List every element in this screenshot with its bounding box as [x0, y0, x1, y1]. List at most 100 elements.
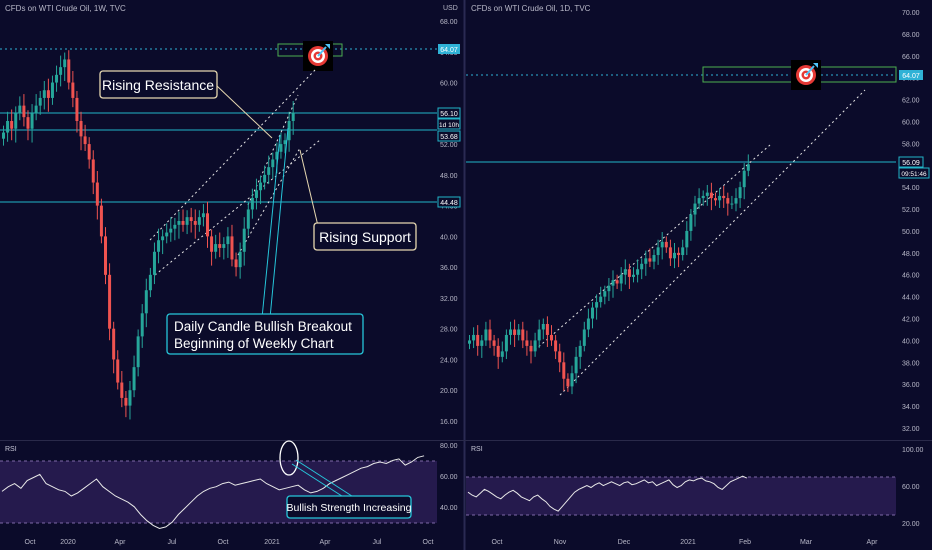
right-candle-body	[603, 291, 607, 297]
left-daily-channel-upper	[247, 94, 299, 206]
left-candle-body	[79, 121, 83, 137]
right-candle-body	[472, 334, 476, 341]
left-price-tick: 40.00	[440, 234, 458, 241]
left-price-tick: 32.00	[440, 296, 458, 303]
right-candle-body	[574, 356, 578, 374]
left-candle-body	[2, 132, 5, 139]
right-rsi-tick-60: 60.00	[902, 484, 920, 491]
left-candle-body	[271, 159, 275, 168]
right-price-tick: 42.00	[902, 317, 920, 324]
left-chart-panel[interactable]: CFDs on WTI Crude Oil, 1W, TVC USD	[0, 0, 463, 550]
right-price-tick: 34.00	[902, 404, 920, 411]
left-candle-body	[124, 397, 128, 406]
right-candle-body	[504, 334, 508, 352]
right-candle-body	[619, 274, 623, 284]
left-candle-body	[14, 113, 18, 129]
left-candle-body	[222, 244, 226, 248]
rsi-callout-line-a	[291, 463, 346, 499]
right-candle-body	[718, 195, 722, 201]
right-candle-body	[689, 214, 693, 231]
right-target-price-tag: 64.07	[902, 73, 920, 80]
left-candle-body	[250, 197, 254, 210]
left-candle-body	[42, 90, 46, 98]
right-candle-body	[677, 252, 681, 256]
left-candle-body	[242, 228, 246, 252]
left-candle-body	[38, 97, 42, 106]
right-channel-lower	[559, 89, 866, 396]
left-candle-body	[287, 121, 291, 141]
right-price-tick: 36.00	[902, 382, 920, 389]
left-candle-body	[157, 240, 161, 252]
left-rsi-tick-60: 60.00	[440, 474, 458, 481]
left-candle-body	[132, 367, 136, 391]
left-candle-body	[214, 244, 218, 252]
left-price-axis: 68.0064.0060.0056.0052.0048.0044.0040.00…	[440, 19, 458, 426]
right-candle-body	[611, 280, 615, 286]
left-price-tick: 20.00	[440, 388, 458, 395]
left-current-price-tag: 56.10	[440, 111, 458, 118]
left-price-tick: 16.00	[440, 419, 458, 426]
left-candle-body	[83, 136, 87, 145]
rsi-callout-text: Bullish Strength Increasing	[287, 502, 412, 514]
right-rsi-label: RSI	[471, 446, 483, 453]
right-candle-body	[697, 198, 701, 204]
left-time-tick: Oct	[25, 539, 36, 546]
right-price-tick: 46.00	[902, 273, 920, 280]
right-candle-body	[738, 187, 742, 199]
left-candle-body	[197, 217, 201, 225]
left-time-tick: Oct	[218, 539, 229, 546]
left-target-price-tag: 64.07	[440, 47, 458, 54]
right-time-tick: 2021	[680, 539, 696, 546]
right-price-tick: 66.00	[902, 54, 920, 61]
left-level3-price-tag: 44.48	[440, 200, 458, 207]
right-candle-body	[533, 340, 537, 352]
left-candle-body	[87, 144, 91, 160]
left-candle-body	[26, 117, 30, 129]
left-candle-body	[275, 151, 279, 160]
right-candle-body	[554, 340, 558, 352]
breakout-callout: Daily Candle Bullish Breakout Beginning …	[166, 313, 364, 355]
left-time-tick: 2020	[60, 539, 76, 546]
left-rsi-tick-40: 40.00	[440, 505, 458, 512]
right-time-tick: Mar	[800, 539, 813, 546]
right-candle-body	[607, 285, 611, 292]
right-candle-body	[496, 345, 500, 357]
left-time-tick: 2021	[264, 539, 280, 546]
left-timer-tag: 1d 10h	[439, 122, 459, 129]
rsi-highlight-circle	[279, 440, 299, 476]
left-candle-body	[55, 74, 59, 83]
left-candle-body	[112, 328, 116, 360]
left-price-tick: 28.00	[440, 327, 458, 334]
left-candle-body	[177, 221, 181, 225]
left-candle-body	[10, 121, 14, 129]
right-candle-body	[595, 302, 599, 308]
left-support-trendline	[154, 139, 321, 276]
left-candle-body	[50, 82, 54, 98]
left-price-tick: 24.00	[440, 357, 458, 364]
left-candle-body	[91, 159, 95, 183]
left-candle-body	[99, 205, 103, 237]
left-candle-body	[234, 259, 238, 268]
breakout-callout-line1: Daily Candle Bullish Breakout	[174, 319, 352, 334]
left-candle-body	[189, 217, 193, 221]
right-price-tags: 64.07 56.09 09:51:46	[898, 70, 930, 179]
right-candle-body	[730, 203, 734, 205]
left-chart-title: CFDs on WTI Crude Oil, 1W, TVC	[5, 4, 126, 13]
left-candle-body	[230, 236, 234, 260]
right-candle-body	[636, 269, 640, 275]
left-time-axis: Oct 2020 Apr Jul Oct 2021 Apr Jul Oct	[25, 539, 434, 546]
right-chart-panel[interactable]: CFDs on WTI Crude Oil, 1D, TVC	[466, 0, 932, 550]
right-time-tick: Apr	[867, 539, 879, 546]
right-candle-body	[709, 192, 713, 199]
left-candle-body	[238, 251, 242, 268]
right-candles	[468, 154, 750, 395]
support-callout: Rising Support	[313, 222, 417, 251]
right-candle-body	[599, 296, 603, 303]
resistance-callout-text: Rising Resistance	[102, 77, 214, 93]
left-candle-body	[165, 232, 169, 237]
breakout-callout-line-a	[261, 134, 281, 319]
rsi-callout: Bullish Strength Increasing	[286, 495, 412, 519]
left-candle-body	[144, 290, 148, 314]
right-chart-title: CFDs on WTI Crude Oil, 1D, TVC	[471, 4, 591, 13]
